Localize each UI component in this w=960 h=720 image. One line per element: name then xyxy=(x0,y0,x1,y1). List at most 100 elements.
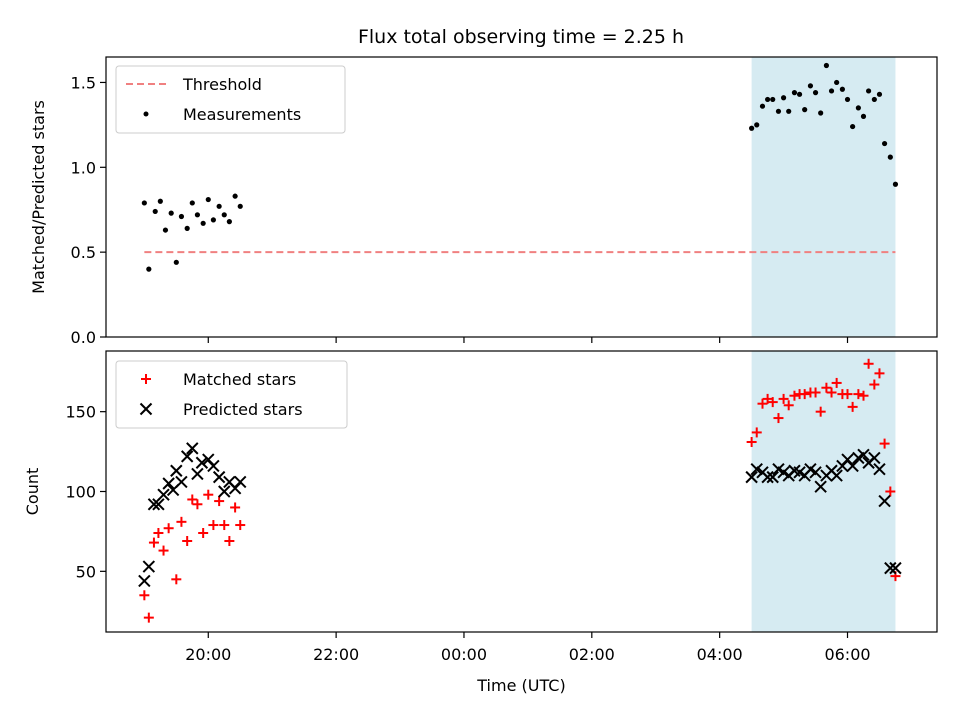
matched-point xyxy=(224,535,235,546)
measurement-point xyxy=(839,86,845,92)
measurement-point xyxy=(770,96,776,103)
predicted-point-b xyxy=(884,561,897,575)
measurement-point xyxy=(765,96,771,103)
matched-point xyxy=(858,390,869,401)
predicted-point xyxy=(857,448,870,461)
measurement-point xyxy=(749,125,755,131)
predicted-point xyxy=(157,488,170,501)
measurement-point xyxy=(876,91,883,97)
measurement-point xyxy=(807,83,814,89)
legend-matched-label: Matched stars xyxy=(183,370,296,389)
matched-point xyxy=(879,438,890,449)
top-ytick-label: 1.0 xyxy=(71,158,96,177)
measurement-point xyxy=(146,266,152,272)
top-ytick-label: 1.5 xyxy=(71,73,96,92)
predicted-point xyxy=(878,494,891,508)
matched-point xyxy=(842,389,853,400)
predicted-point-b xyxy=(788,464,801,477)
predicted-point-b xyxy=(175,475,188,489)
predicted-point-b xyxy=(777,466,790,479)
bottom-shaded-span xyxy=(751,351,896,632)
measurement-point xyxy=(754,122,760,128)
matched-point xyxy=(762,393,773,404)
predicted-point-b xyxy=(147,498,161,511)
predicted-point-b xyxy=(766,470,779,484)
predicted-point xyxy=(750,462,763,476)
measurement-point xyxy=(205,196,211,203)
predicted-point-b xyxy=(195,456,209,469)
predicted-point xyxy=(218,485,231,498)
predicted-point-b xyxy=(814,480,827,493)
predicted-point xyxy=(868,451,881,465)
matched-point xyxy=(853,389,864,400)
predicted-point-b xyxy=(841,453,854,466)
matched-point xyxy=(214,496,225,507)
matched-point xyxy=(821,382,832,393)
measurement-point xyxy=(892,181,899,187)
matched-point xyxy=(885,486,896,497)
bottom-xtick-label: 02:00 xyxy=(569,645,615,664)
top-legend-box xyxy=(115,65,346,134)
top-axes-frame xyxy=(105,56,938,338)
predicted-point-b xyxy=(761,470,774,484)
bottom-xtick-label: 00:00 xyxy=(441,645,487,664)
measurement-point xyxy=(210,217,216,223)
predicted-point xyxy=(830,469,843,482)
matched-point xyxy=(869,379,880,390)
matched-point xyxy=(767,397,778,408)
legend-matched-swatch xyxy=(141,374,151,384)
top-legend: Threshold Measurements xyxy=(115,65,346,134)
predicted-point xyxy=(873,462,886,476)
measurement-point xyxy=(860,113,867,119)
predicted-point xyxy=(186,442,199,455)
chart-title: Flux total observing time = 2.25 h xyxy=(358,26,684,48)
measurement-point xyxy=(173,259,179,265)
measurement-point xyxy=(226,219,232,225)
predicted-point-b xyxy=(868,451,881,465)
bottom-xtick-label: 04:00 xyxy=(697,645,743,664)
predicted-point xyxy=(761,470,774,484)
measurement-point xyxy=(237,203,243,209)
predicted-point-b xyxy=(218,485,231,498)
matched-point xyxy=(799,389,810,400)
measurement-point xyxy=(221,212,227,218)
predicted-point-b xyxy=(846,459,859,473)
matched-point xyxy=(187,494,198,505)
measurement-point xyxy=(157,198,163,204)
predicted-point-b xyxy=(157,488,170,501)
matched-point xyxy=(148,537,159,548)
measurement-point xyxy=(162,227,169,233)
measurement-point xyxy=(844,96,851,103)
measurement-point xyxy=(168,210,174,216)
predicted-point xyxy=(234,475,247,489)
measurement-point xyxy=(887,154,893,160)
top-ytick-label: 0.0 xyxy=(71,328,96,347)
matched-point xyxy=(176,516,187,527)
matched-point xyxy=(757,398,768,409)
predicted-point-b xyxy=(170,464,183,477)
legend-matched-marker xyxy=(141,374,151,384)
predicted-point xyxy=(138,574,151,588)
matched-point xyxy=(773,413,784,424)
bottom-xtick-label: 20:00 xyxy=(185,645,231,664)
predicted-point xyxy=(809,466,822,479)
predicted-point-b xyxy=(186,442,199,455)
measurement-point xyxy=(200,220,206,226)
predicted-point-b xyxy=(809,466,822,479)
predicted-point xyxy=(846,459,859,473)
legend-predicted-marker-b xyxy=(139,402,153,416)
matched-point xyxy=(789,390,800,401)
predicted-point xyxy=(191,467,204,481)
measurement-point xyxy=(834,79,840,86)
matched-point xyxy=(778,393,789,404)
bottom-xtick-label: 06:00 xyxy=(824,645,870,664)
bottom-legend-box xyxy=(115,360,348,429)
matched-point xyxy=(171,574,182,585)
top-ylabel: Matched/Predicted stars xyxy=(29,100,48,294)
legend-predicted-marker xyxy=(139,402,153,416)
measurement-point xyxy=(786,108,792,114)
matched-point xyxy=(163,523,174,534)
matched-point xyxy=(158,545,169,556)
legend-measurements-swatch xyxy=(143,111,149,117)
predicted-point-b xyxy=(162,477,175,490)
